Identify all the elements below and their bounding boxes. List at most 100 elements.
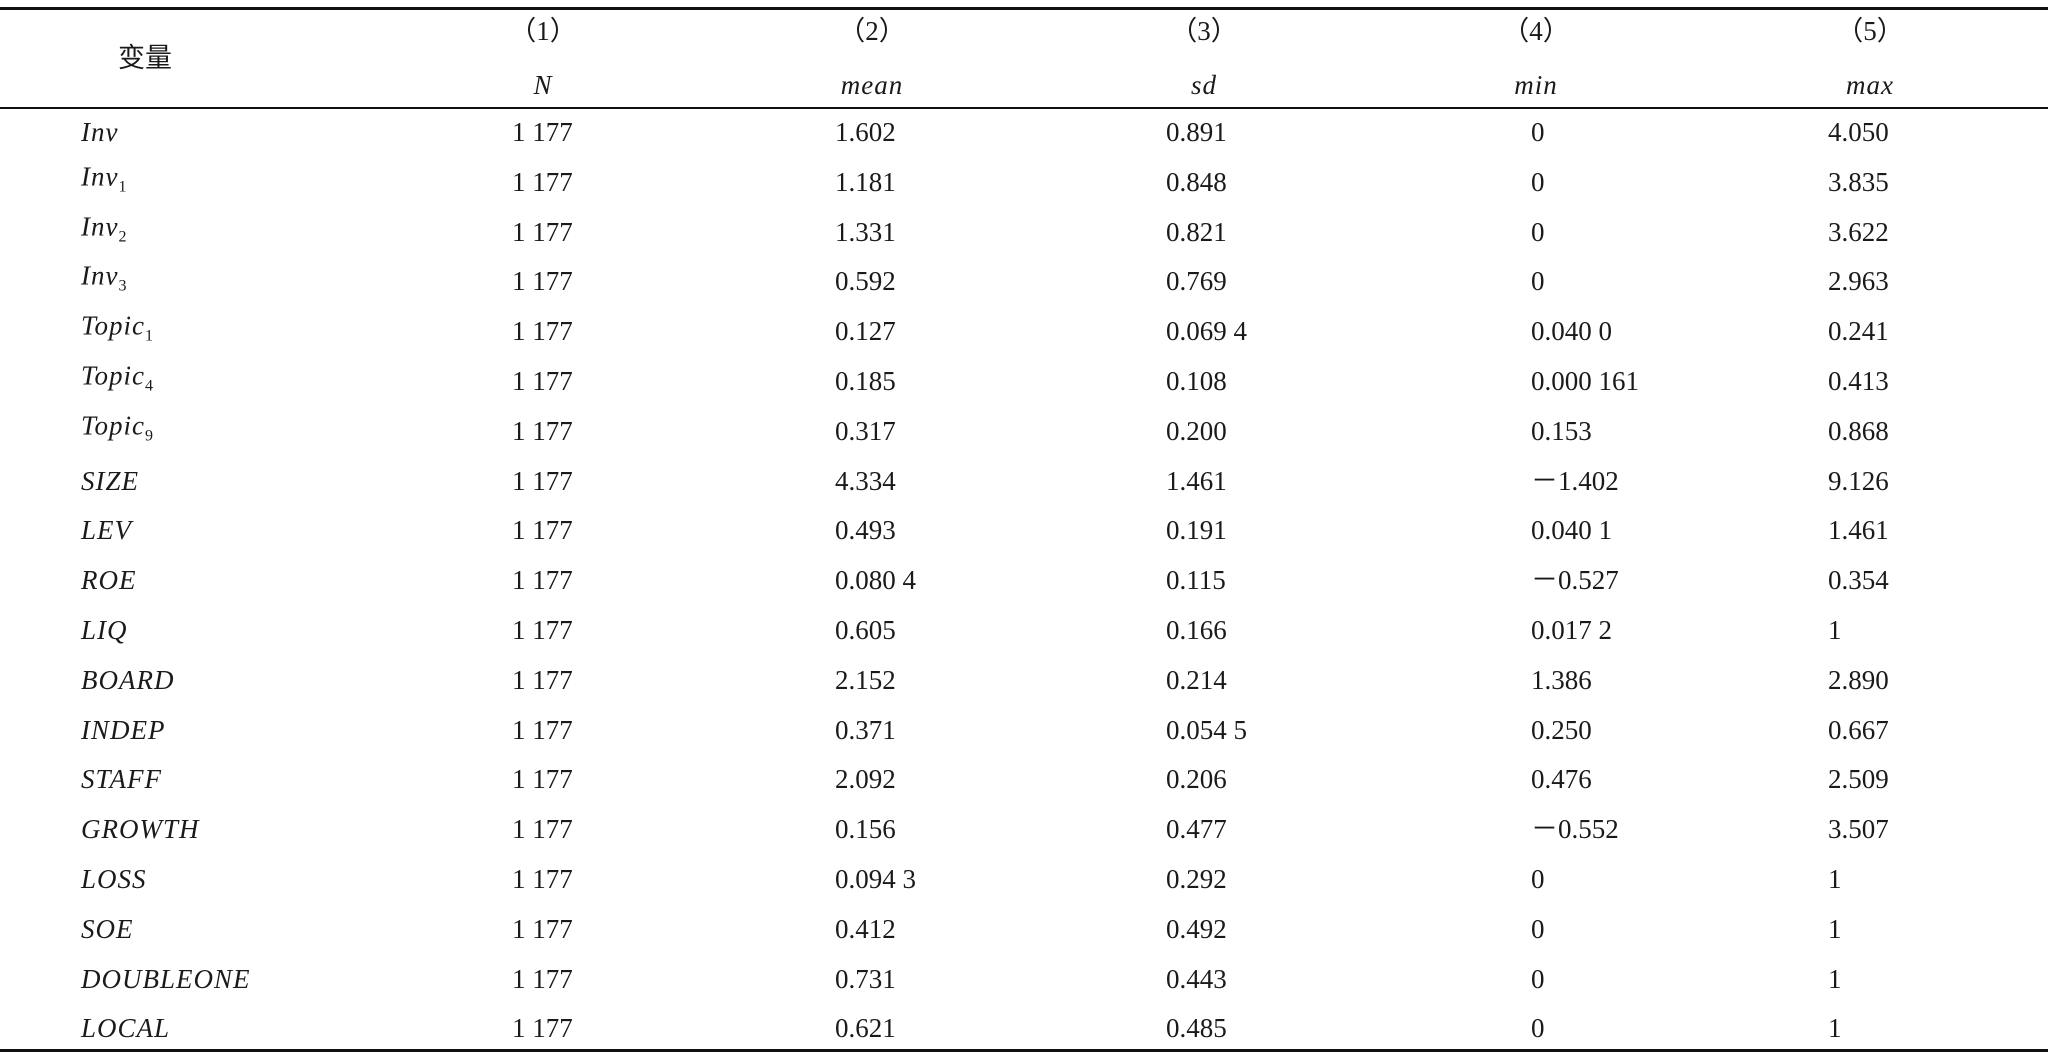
- value-cell: 0.206: [1166, 764, 1227, 795]
- variable-name: LOCAL: [81, 1013, 171, 1044]
- variable-cell: DOUBLEONE: [81, 964, 251, 994]
- value-cell: 2.092: [835, 764, 896, 795]
- variable-cell: STAFF: [81, 764, 162, 794]
- variable-subscript: 1: [118, 178, 128, 196]
- value-cell: 0.108: [1166, 366, 1227, 396]
- value-cell: 0.166: [1166, 615, 1227, 645]
- variable-name: Topic: [81, 360, 146, 391]
- value-cell: 1 177: [512, 664, 573, 695]
- value-cell: 0.040 1: [1531, 515, 1612, 546]
- value-cell: 0.592: [835, 266, 896, 297]
- value-cell: 0.054 5: [1166, 714, 1247, 745]
- value-cell: 0.605: [835, 615, 896, 645]
- value-cell: 0: [1531, 864, 1545, 894]
- value-cell: 1 177: [512, 1013, 573, 1044]
- value-cell: 0.000 161: [1531, 366, 1639, 396]
- value-cell: 0.821: [1166, 216, 1227, 247]
- variable-cell: Inv: [81, 117, 118, 147]
- value-cell: 1 177: [512, 764, 573, 795]
- value-cell: 1: [1828, 1013, 1842, 1044]
- value-cell: 1 177: [512, 117, 573, 147]
- variable-subscript: 4: [145, 377, 155, 395]
- value-cell: 1: [1828, 913, 1842, 944]
- value-cell: 2.152: [835, 664, 896, 695]
- column-number: （5）: [1836, 16, 1904, 46]
- value-cell: 0.069 4: [1166, 316, 1247, 347]
- variable-name: ROE: [81, 565, 137, 596]
- value-cell: 1.386: [1531, 664, 1592, 695]
- value-cell: 0.214: [1166, 664, 1227, 695]
- value-cell: 1: [1828, 615, 1842, 645]
- variable-cell: SOE: [81, 914, 134, 944]
- variable-cell: LIQ: [81, 615, 128, 645]
- variable-cell: BOARD: [81, 665, 174, 695]
- variable-cell: LOSS: [81, 864, 147, 894]
- value-cell: 0: [1531, 963, 1545, 994]
- variable-name: Topic: [81, 410, 146, 441]
- value-cell: 0.250: [1531, 714, 1592, 745]
- variable-name: LOSS: [81, 864, 147, 894]
- value-cell: 1 177: [512, 465, 573, 496]
- variable-name: GROWTH: [81, 814, 200, 845]
- value-cell: 1 177: [512, 216, 573, 247]
- value-cell: 4.334: [835, 465, 896, 496]
- variable-cell: SIZE: [81, 466, 139, 496]
- value-cell: 0.080 4: [835, 565, 916, 596]
- bottom-rule: [0, 1049, 2048, 1052]
- value-cell: 0.492: [1166, 913, 1227, 944]
- value-cell: 1 177: [512, 266, 573, 297]
- value-cell: 0.476: [1531, 764, 1592, 795]
- value-cell: －0.552: [1531, 814, 1619, 845]
- value-cell: 1 177: [512, 415, 573, 446]
- variable-name: LIQ: [81, 615, 128, 645]
- value-cell: 0.200: [1166, 415, 1227, 446]
- value-cell: 0.485: [1166, 1013, 1227, 1044]
- variable-cell: Inv3: [81, 261, 127, 302]
- header-rule: [0, 107, 2048, 109]
- value-cell: －1.402: [1531, 465, 1619, 496]
- value-cell: 0.413: [1828, 366, 1889, 396]
- value-cell: 0.412: [835, 913, 896, 944]
- value-cell: 1 177: [512, 515, 573, 546]
- column-number: （1）: [509, 16, 577, 46]
- value-cell: 4.050: [1828, 117, 1889, 147]
- variable-name: Inv: [81, 260, 119, 291]
- value-cell: 0.848: [1166, 166, 1227, 197]
- value-cell: 0.443: [1166, 963, 1227, 994]
- value-cell: 1.461: [1166, 465, 1227, 496]
- value-cell: 1 177: [512, 864, 573, 894]
- variable-name: BOARD: [81, 664, 175, 695]
- variable-name: Inv: [81, 211, 119, 242]
- variable-name: LEV: [81, 515, 133, 546]
- variable-name: Topic: [81, 310, 146, 341]
- variable-name: SIZE: [81, 465, 139, 496]
- column-label: mean: [840, 70, 904, 100]
- value-cell: 0.185: [835, 366, 896, 396]
- value-cell: 1.331: [835, 216, 896, 247]
- value-cell: 2.509: [1828, 764, 1889, 795]
- value-cell: 0.493: [835, 515, 896, 546]
- variable-subscript: 1: [145, 327, 155, 345]
- variable-subscript: 9: [145, 427, 155, 445]
- column-number: （4）: [1502, 16, 1570, 46]
- value-cell: 1 177: [512, 963, 573, 994]
- value-cell: 0.731: [835, 963, 896, 994]
- variable-cell: Topic9: [81, 410, 154, 451]
- value-cell: 0.891: [1166, 117, 1227, 147]
- value-cell: 0.191: [1166, 515, 1227, 546]
- variable-name: Inv: [81, 161, 119, 192]
- variable-name: SOE: [81, 913, 134, 944]
- variable-name: Inv: [81, 117, 119, 147]
- value-cell: 0.040 0: [1531, 316, 1612, 347]
- value-cell: 9.126: [1828, 465, 1889, 496]
- value-cell: 0.241: [1828, 316, 1889, 347]
- value-cell: 0.156: [835, 814, 896, 845]
- value-cell: 0.017 2: [1531, 615, 1612, 645]
- top-rule: [0, 7, 2048, 10]
- column-number: （3）: [1170, 16, 1238, 46]
- value-cell: 1 177: [512, 913, 573, 944]
- value-cell: 1 177: [512, 166, 573, 197]
- variable-subscript: 2: [118, 228, 128, 246]
- value-cell: 1 177: [512, 615, 573, 645]
